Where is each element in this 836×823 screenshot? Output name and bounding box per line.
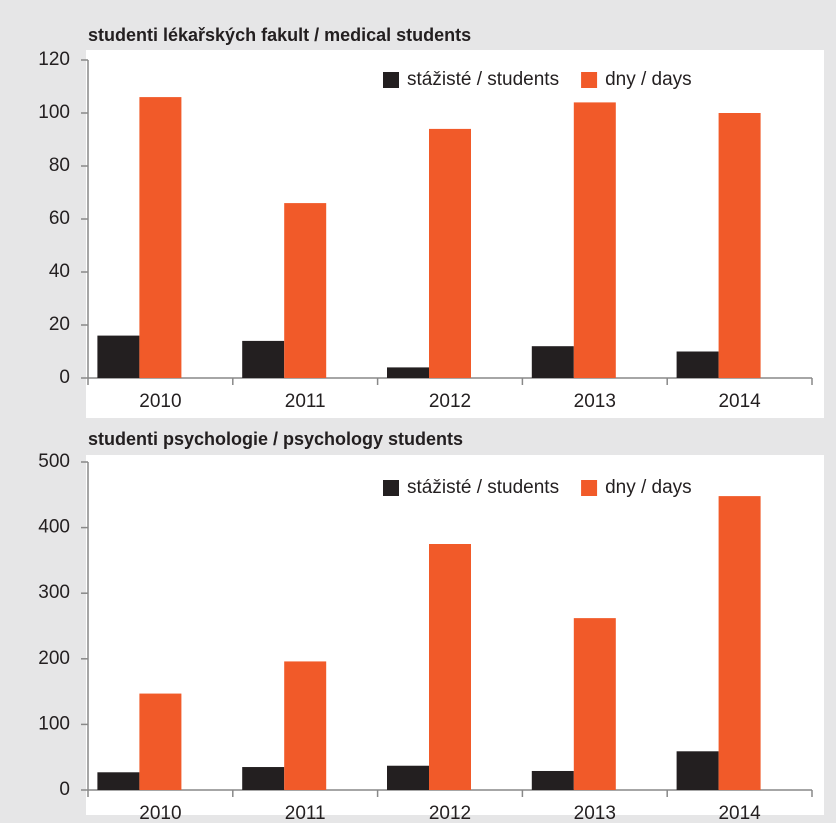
bar [676,351,719,378]
y-tick-label: 60 [49,208,70,229]
x-tick-label: 2014 [718,391,761,412]
bar [531,770,574,790]
y-tick-label: 300 [38,582,70,603]
bar [242,767,285,790]
bar [97,335,140,378]
bar [573,102,616,379]
x-tick-label: 2013 [574,391,616,412]
x-tick-label: 2010 [139,803,181,823]
legend-swatch [383,72,399,88]
bar [242,340,285,378]
y-tick-label: 40 [49,261,70,282]
legend-label: stážisté / students [407,69,559,90]
bar [718,496,761,790]
y-tick-label: 200 [38,648,70,669]
legend-swatch [581,480,598,496]
x-tick-label: 2012 [429,391,471,412]
y-tick-label: 20 [49,314,70,335]
x-tick-label: 2011 [285,391,326,412]
bar [139,97,182,378]
legend-label: dny / days [605,477,692,498]
y-tick-label: 500 [38,451,70,472]
y-tick-label: 400 [38,517,70,538]
x-tick-label: 2014 [718,803,761,823]
y-tick-label: 120 [38,49,70,70]
bar [387,765,429,790]
y-tick-label: 100 [38,713,70,734]
chart-title: studenti lékařských fakult / medical stu… [88,25,471,45]
legend-swatch [581,72,598,88]
x-tick-label: 2013 [574,803,616,823]
bar [676,751,719,790]
legend-swatch [383,480,399,496]
legend-label: stážisté / students [407,477,559,498]
bar [284,203,327,378]
legend-label: dny / days [605,69,692,90]
bar [387,367,429,378]
bar [429,128,471,378]
x-tick-label: 2010 [139,391,181,412]
bar [139,693,182,790]
bar [531,346,574,378]
y-tick-label: 100 [38,102,70,123]
x-tick-label: 2012 [429,803,471,823]
bar [718,113,761,378]
y-tick-label: 0 [59,367,70,388]
bar [429,544,471,790]
bar [284,661,327,790]
y-tick-label: 0 [59,779,70,800]
x-tick-label: 2011 [285,803,326,823]
bar [97,772,140,790]
y-tick-label: 80 [49,155,70,176]
chart-title: studenti psychologie / psychology studen… [88,429,463,449]
bar [573,618,616,790]
